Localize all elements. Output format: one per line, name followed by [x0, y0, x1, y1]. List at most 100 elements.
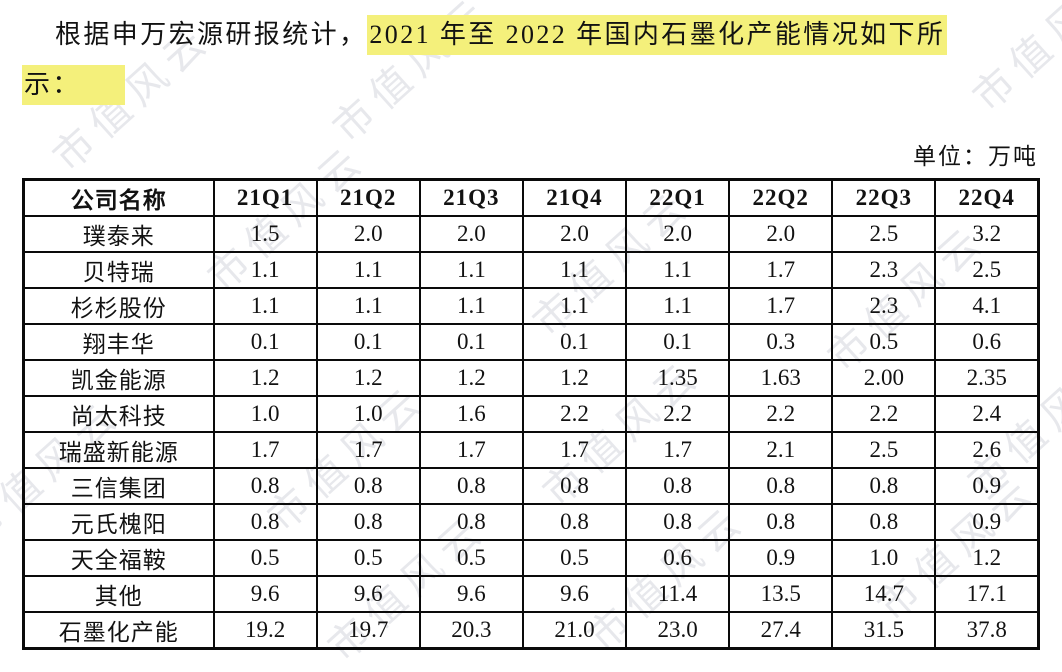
value-cell: 1.7 — [728, 287, 834, 325]
table-row: 其他 9.6 9.6 9.6 9.6 11.4 13.5 14.7 17.1 — [22, 575, 1040, 613]
paragraph-normal-text: 根据申万宏源研报统计， — [55, 20, 368, 49]
table-row: 石墨化产能 19.2 19.7 20.3 21.0 23.0 27.4 31.5 37.8 — [22, 611, 1040, 650]
col-header-quarter: 21Q1 — [212, 178, 318, 217]
value-cell: 2.3 — [831, 287, 937, 325]
value-cell: 0.8 — [521, 467, 628, 505]
value-cell: 1.7 — [624, 431, 731, 469]
value-cell: 4.1 — [934, 287, 1040, 325]
value-cell: 2.2 — [624, 395, 731, 433]
value-cell: 2.0 — [521, 215, 628, 253]
value-cell: 0.8 — [418, 467, 524, 505]
value-cell: 27.4 — [728, 611, 834, 650]
value-cell: 1.2 — [934, 539, 1040, 577]
value-cell: 0.8 — [418, 503, 524, 541]
value-cell: 23.0 — [624, 611, 731, 650]
value-cell: 9.6 — [418, 575, 524, 613]
value-cell: 1.1 — [418, 251, 524, 289]
value-cell: 0.5 — [831, 323, 937, 361]
capacity-table-head-row: 公司名称 21Q1 21Q2 21Q3 21Q4 22Q1 22Q2 22Q3 22Q4 — [22, 178, 1040, 217]
value-cell: 0.1 — [624, 323, 731, 361]
value-cell: 0.8 — [624, 467, 731, 505]
value-cell: 2.2 — [521, 395, 628, 433]
company-name-cell: 尚太科技 — [22, 395, 215, 433]
col-header-quarter: 22Q2 — [728, 178, 834, 217]
value-cell: 1.0 — [212, 395, 318, 433]
value-cell: 2.1 — [728, 431, 834, 469]
value-cell: 1.0 — [831, 539, 937, 577]
value-cell: 2.0 — [624, 215, 731, 253]
value-cell: 9.6 — [212, 575, 318, 613]
value-cell: 2.0 — [315, 215, 421, 253]
table-row: 贝特瑞 1.1 1.1 1.1 1.1 1.1 1.7 2.3 2.5 — [22, 251, 1040, 289]
value-cell: 3.2 — [934, 215, 1040, 253]
col-header-quarter: 21Q2 — [315, 178, 421, 217]
value-cell: 1.1 — [624, 287, 731, 325]
value-cell: 1.2 — [212, 359, 318, 397]
value-cell: 1.7 — [728, 251, 834, 289]
value-cell: 0.5 — [212, 539, 318, 577]
paragraph-line-2: 示： — [22, 64, 125, 105]
capacity-table-container: 公司名称 21Q1 21Q2 21Q3 21Q4 22Q1 22Q2 22Q3 22Q4 璞泰来… — [22, 178, 1040, 650]
value-cell: 0.1 — [418, 323, 524, 361]
table-row: 璞泰来 1.5 2.0 2.0 2.0 2.0 2.0 2.5 3.2 — [22, 215, 1040, 253]
value-cell: 17.1 — [934, 575, 1040, 613]
col-header-quarter: 22Q1 — [624, 178, 731, 217]
company-name-cell: 天全福鞍 — [22, 539, 215, 577]
value-cell: 1.63 — [728, 359, 834, 397]
value-cell: 14.7 — [831, 575, 937, 613]
watermark-text: 市值风云 — [964, 0, 1062, 121]
capacity-table-body: 璞泰来 1.5 2.0 2.0 2.0 2.0 2.0 2.5 3.2 贝特瑞 1.1 1.1 1.1 1… — [22, 215, 1040, 650]
value-cell: 1.1 — [212, 287, 318, 325]
value-cell: 0.3 — [728, 323, 834, 361]
table-row: 尚太科技 1.0 1.0 1.6 2.2 2.2 2.2 2.2 2.4 — [22, 395, 1040, 433]
capacity-table: 公司名称 21Q1 21Q2 21Q3 21Q4 22Q1 22Q2 22Q3 22Q4 璞泰来… — [22, 178, 1040, 650]
value-cell: 0.8 — [212, 503, 318, 541]
value-cell: 1.0 — [315, 395, 421, 433]
value-cell: 0.8 — [831, 503, 937, 541]
company-name-cell: 贝特瑞 — [22, 251, 215, 289]
value-cell: 1.7 — [418, 431, 524, 469]
value-cell: 0.1 — [212, 323, 318, 361]
company-name-cell: 璞泰来 — [22, 215, 215, 253]
value-cell: 2.5 — [831, 215, 937, 253]
col-header-quarter: 22Q3 — [831, 178, 937, 217]
value-cell: 1.2 — [521, 359, 628, 397]
value-cell: 2.5 — [831, 431, 937, 469]
company-name-cell: 元氏槐阳 — [22, 503, 215, 541]
value-cell: 1.7 — [315, 431, 421, 469]
value-cell: 0.9 — [934, 503, 1040, 541]
value-cell: 1.1 — [315, 287, 421, 325]
company-name-cell: 杉杉股份 — [22, 287, 215, 325]
table-row: 三信集团 0.8 0.8 0.8 0.8 0.8 0.8 0.8 0.9 — [22, 467, 1040, 505]
value-cell: 1.1 — [624, 251, 731, 289]
value-cell: 9.6 — [315, 575, 421, 613]
value-cell: 2.2 — [728, 395, 834, 433]
value-cell: 0.8 — [831, 467, 937, 505]
table-row: 元氏槐阳 0.8 0.8 0.8 0.8 0.8 0.8 0.8 0.9 — [22, 503, 1040, 541]
value-cell: 0.8 — [624, 503, 731, 541]
col-header-quarter: 22Q4 — [934, 178, 1040, 217]
value-cell: 21.0 — [521, 611, 628, 650]
value-cell: 37.8 — [934, 611, 1040, 650]
value-cell: 1.7 — [212, 431, 318, 469]
value-cell: 1.1 — [212, 251, 318, 289]
highlighted-text: 2021 年至 2022 年国内石墨化产能情况如下所 — [367, 15, 948, 55]
table-row: 天全福鞍 0.5 0.5 0.5 0.5 0.6 0.9 1.0 1.2 — [22, 539, 1040, 577]
value-cell: 2.00 — [831, 359, 937, 397]
value-cell: 13.5 — [728, 575, 834, 613]
table-row: 杉杉股份 1.1 1.1 1.1 1.1 1.1 1.7 2.3 4.1 — [22, 287, 1040, 325]
value-cell: 1.2 — [315, 359, 421, 397]
value-cell: 0.1 — [521, 323, 628, 361]
value-cell: 1.1 — [521, 287, 628, 325]
value-cell: 19.2 — [212, 611, 318, 650]
value-cell: 2.0 — [418, 215, 524, 253]
value-cell: 1.1 — [521, 251, 628, 289]
value-cell: 0.8 — [315, 467, 421, 505]
company-name-cell: 翔丰华 — [22, 323, 215, 361]
value-cell: 2.2 — [831, 395, 937, 433]
value-cell: 0.6 — [624, 539, 731, 577]
company-name-cell: 石墨化产能 — [22, 611, 215, 650]
company-name-cell: 其他 — [22, 575, 215, 613]
value-cell: 1.1 — [418, 287, 524, 325]
